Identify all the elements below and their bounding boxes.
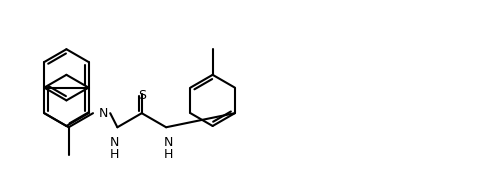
Text: N: N — [99, 107, 108, 120]
Text: N
H: N H — [110, 136, 120, 161]
Text: N
H: N H — [164, 136, 173, 161]
Text: S: S — [138, 89, 146, 102]
